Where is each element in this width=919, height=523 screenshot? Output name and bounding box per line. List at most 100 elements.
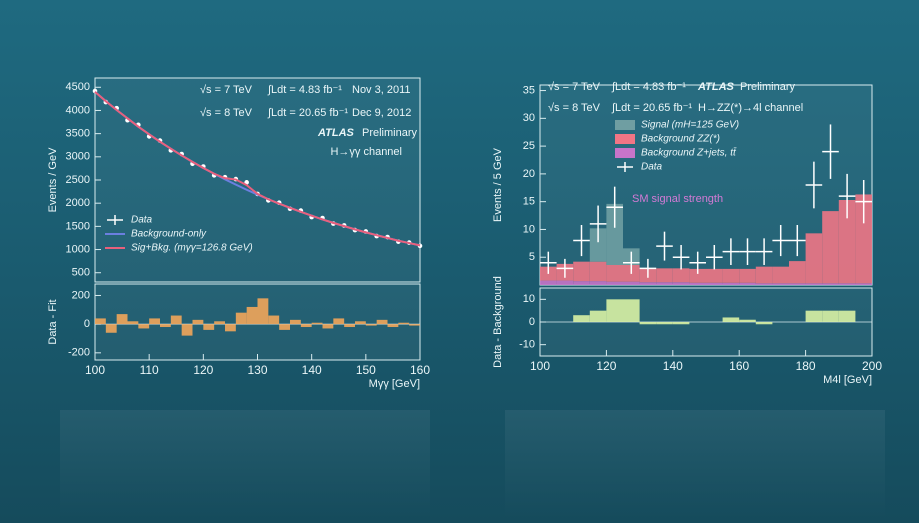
bar [160,324,171,327]
bar [772,283,789,285]
bar [214,321,225,324]
y-tick-label: 30 [523,112,535,124]
bar [623,299,640,322]
legend-label: Data [131,215,153,226]
bar [656,268,673,282]
bar [656,282,673,285]
bar [756,283,773,285]
y-tick-label: 20 [523,168,535,180]
bar [822,311,839,322]
bar [355,321,366,324]
y-tick-label: 2000 [66,197,90,209]
x-tick-label: 160 [729,359,749,373]
y-tick-label: 10 [523,293,535,305]
y-tick-label: 5 [529,251,535,263]
bar [806,311,823,322]
bar [706,269,723,283]
x-tick-label: 180 [796,359,816,373]
bar [706,283,723,285]
x-tick-label: 100 [85,363,105,377]
bar [640,322,657,324]
bar [623,282,640,285]
bar [689,283,706,285]
bar [590,262,607,281]
bar [301,324,312,327]
bar [789,283,806,285]
x-tick-label: 160 [410,363,430,377]
bar [344,324,355,327]
bar [756,267,773,284]
x-axis-label: M4l [GeV] [823,374,872,386]
bar [739,283,756,285]
bar [279,324,290,330]
legend-label: Data [641,162,663,173]
y-tick-label: 4500 [66,81,90,93]
x-tick-label: 130 [247,363,267,377]
legend-marker [615,120,635,130]
bar [366,324,377,325]
x-tick-label: 110 [140,363,159,377]
annotation: H→γγ channel [330,146,402,158]
y-tick-label: 10 [523,223,535,235]
x-tick-label: 140 [663,359,683,373]
annotation: ATLAS [317,127,355,139]
bar [772,267,789,284]
bar [606,282,623,285]
bar [149,318,160,324]
bar [656,322,673,324]
bar [806,283,823,285]
y-tick-label: 1500 [66,220,90,232]
bar [333,318,344,324]
bar [573,281,590,285]
annotation: Dec 9, 2012 [352,107,411,119]
bar [573,262,590,281]
legend-label: Background Z+jets, tt̄ [641,146,737,158]
y-axis-label: Data - Fit [47,299,59,344]
bar [822,211,839,283]
x-tick-label: 200 [862,359,882,373]
bar [128,321,139,324]
annotation: √s = 8 TeV [548,102,601,114]
bar [723,317,740,322]
bar [590,311,607,322]
annotation: H→ZZ(*)→4l channel [698,102,803,114]
x-tick-label: 120 [193,363,213,377]
bar [95,318,106,324]
bar [312,323,323,324]
bar [138,324,149,328]
legend-label: Sig+Bkg. (mγγ=126.8 GeV) [131,243,253,254]
legend-label: Background ZZ(*) [641,134,720,145]
bar [789,261,806,283]
y-tick-label: 35 [523,84,535,96]
x-tick-label: 140 [302,363,322,377]
y-axis-label: Events / 5 GeV [492,147,504,222]
bar [268,316,279,325]
bar [117,314,128,324]
annotation: ∫Ldt = 4.83 fb⁻¹ [267,84,342,96]
annotation: ∫Ldt = 20.65 fb⁻¹ [611,102,692,114]
annotation: ATLAS [697,81,735,93]
bar [640,282,657,285]
bar [182,324,193,335]
x-tick-label: 100 [530,359,550,373]
bar [193,320,204,324]
annotation: SM signal strength [632,193,723,205]
y-tick-label: 3000 [66,151,90,163]
y-tick-label: 200 [72,289,90,301]
reflection [60,410,430,520]
annotation: Nov 3, 2011 [352,84,411,96]
x-tick-label: 120 [596,359,616,373]
legend-marker [615,148,635,158]
bar [739,269,756,283]
bar [203,324,214,330]
bar [557,281,574,285]
bar [855,283,872,285]
page: 50010001500200025003000350040004500Event… [0,0,919,523]
y-tick-label: 500 [72,267,90,279]
bar [723,269,740,283]
bar [247,307,258,324]
bar [323,324,334,328]
annotation: √s = 7 TeV [200,84,253,96]
x-axis-label: Mγγ [GeV] [369,378,420,390]
bar [839,311,856,322]
